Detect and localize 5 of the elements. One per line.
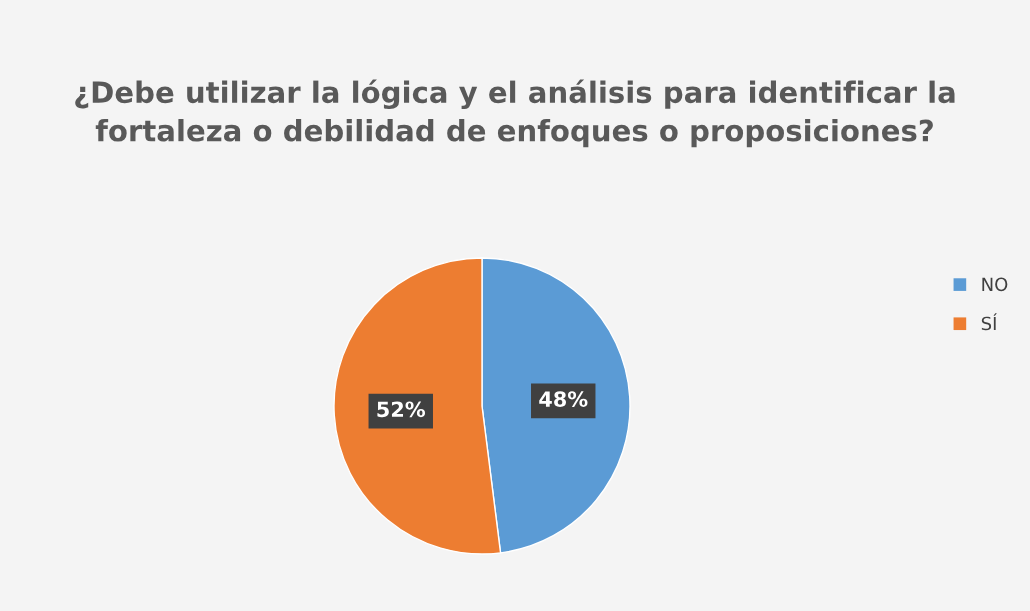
legend-label: NO xyxy=(982,277,1008,292)
legend-label: SÍ xyxy=(981,313,997,331)
data-label: 48% xyxy=(539,391,588,407)
chart-title: ¿Debe utilizar la lógica y el análisis para identificar la fortaleza o debilidad de enfoques o proposiciones? xyxy=(75,79,955,148)
data-label: 52% xyxy=(377,401,426,418)
